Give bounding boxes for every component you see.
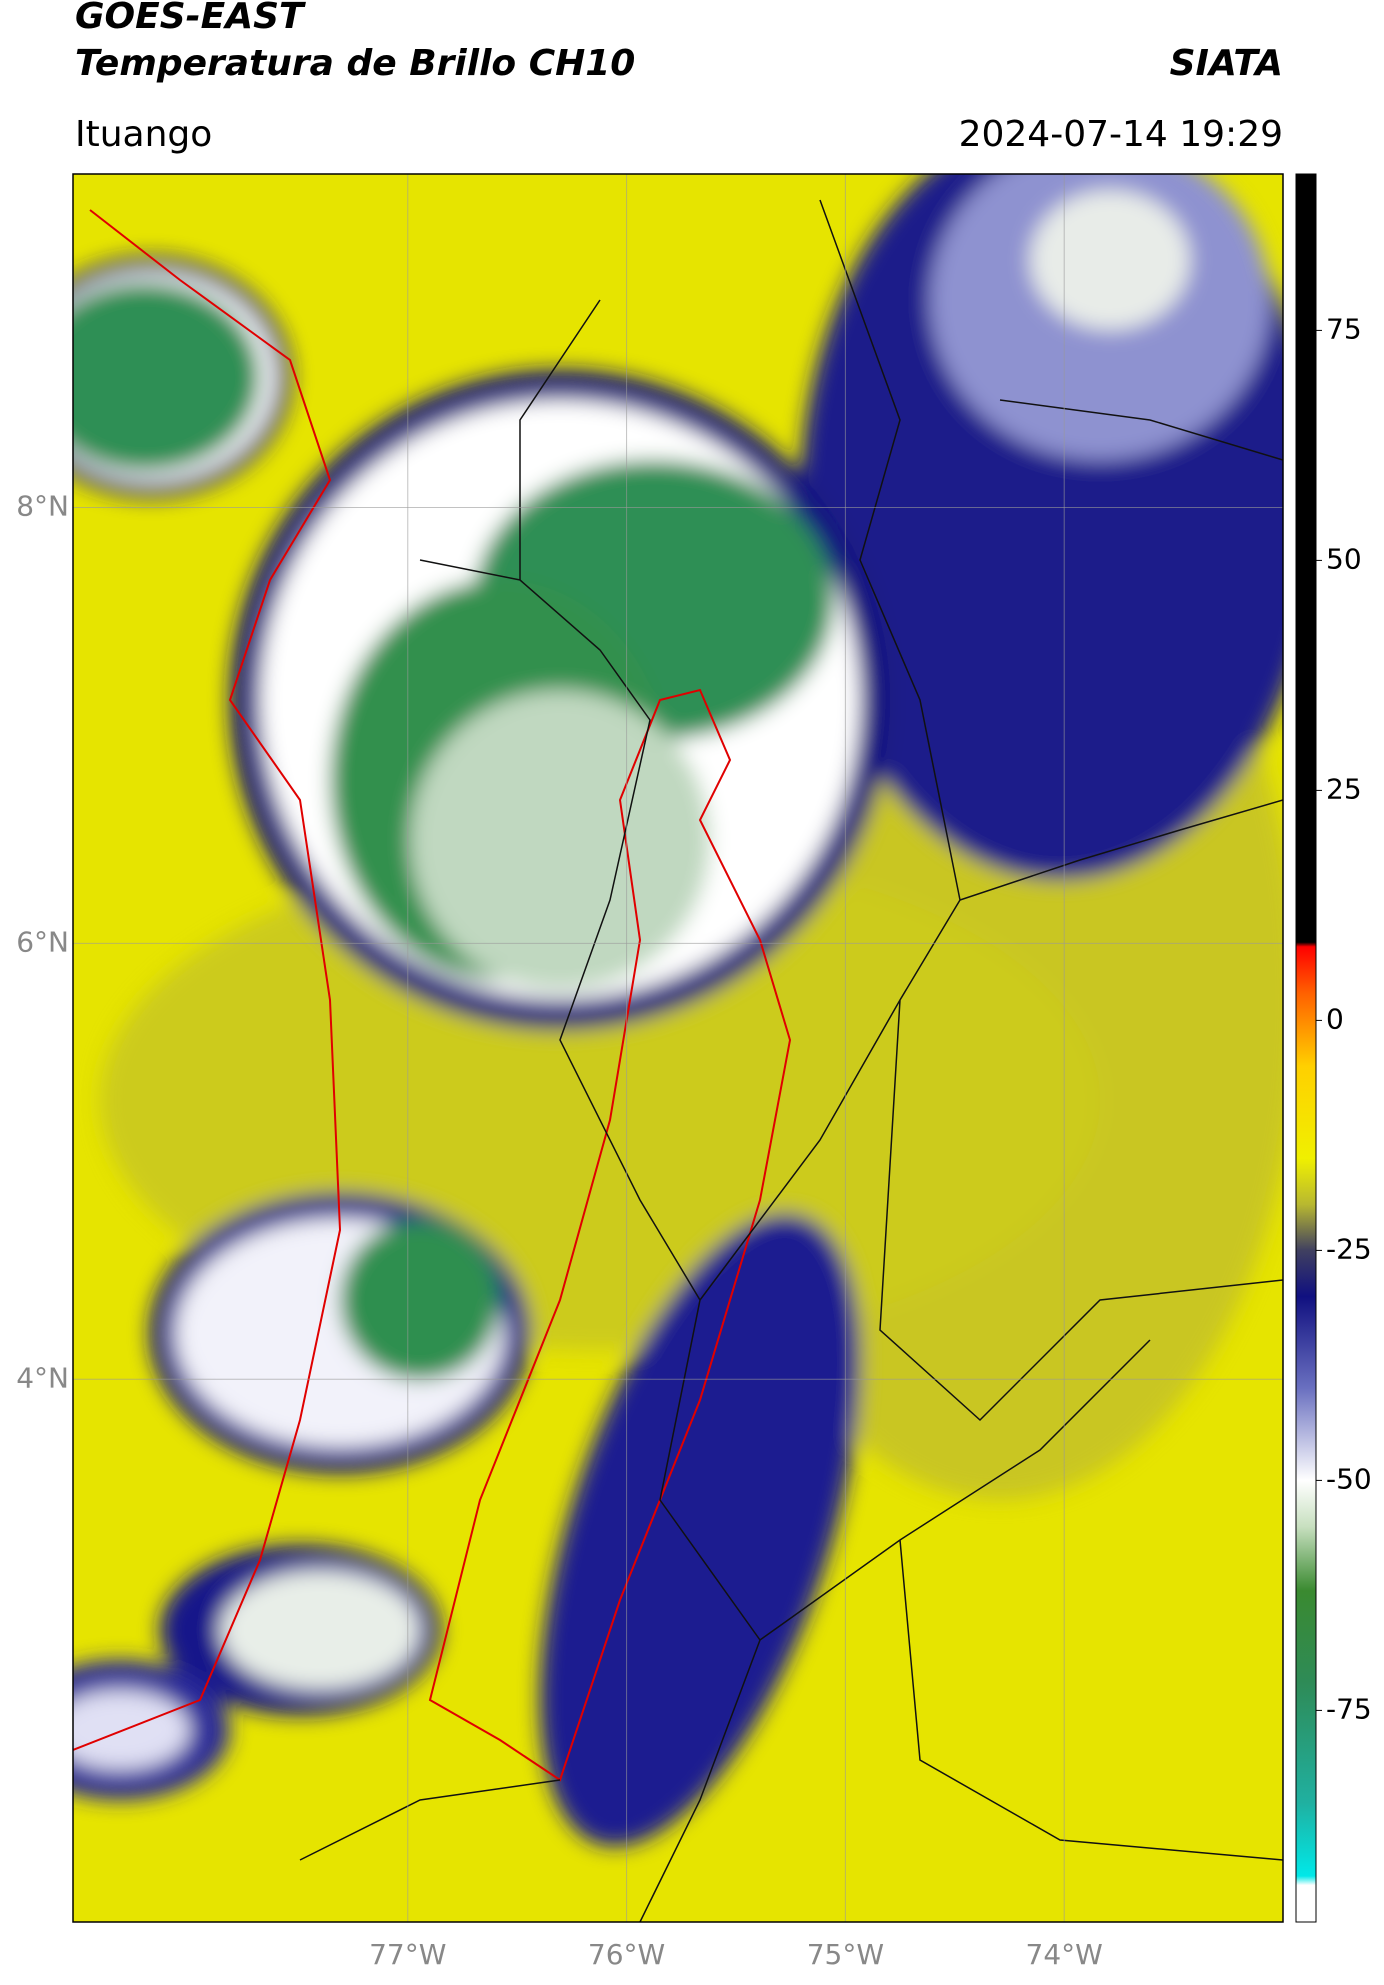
lon-tick-label: 76°W (588, 1938, 665, 1971)
colorbar-tick-label: 25 (1326, 772, 1362, 805)
lat-tick-label: 6°N (16, 925, 69, 958)
lon-tick-label: 74°W (1026, 1938, 1103, 1971)
datetime-label: 2024-07-14 19:29 (959, 114, 1283, 155)
colorbar-tick-label: 75 (1326, 312, 1362, 345)
colorbar-tick-label: -25 (1326, 1232, 1372, 1265)
map-frame (72, 173, 1284, 1923)
colorbar-tick-label: -75 (1326, 1692, 1372, 1725)
colorbar-tick-label: 50 (1326, 542, 1362, 575)
colorbar (1295, 173, 1317, 1923)
map-imagery (73, 174, 1283, 1922)
lat-tick-label: 8°N (16, 489, 69, 522)
lon-tick-label: 77°W (369, 1938, 446, 1971)
graticule (73, 174, 1283, 1922)
lon-tick-label: 75°W (807, 1938, 884, 1971)
source-label: SIATA (1170, 43, 1283, 84)
colorbar-tick-label: 0 (1326, 1002, 1344, 1035)
satellite-title: GOES-EAST (75, 0, 306, 37)
lat-tick-label: 4°N (16, 1361, 69, 1394)
region-label: Ituango (75, 114, 212, 155)
product-title: Temperatura de Brillo CH10 (75, 43, 635, 84)
colorbar-tick-label: -50 (1326, 1462, 1372, 1495)
